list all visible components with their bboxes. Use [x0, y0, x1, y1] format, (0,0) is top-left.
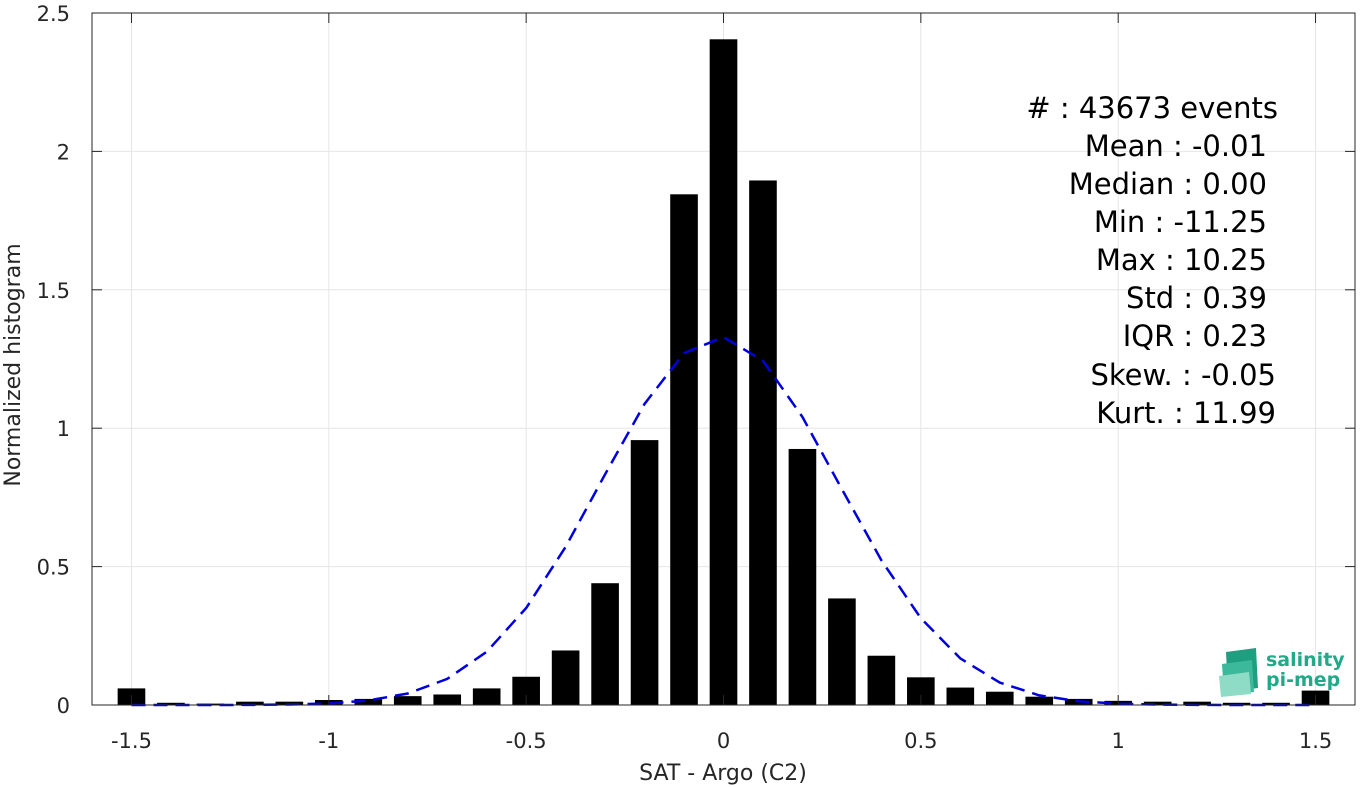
x-tick-label: 1	[1112, 729, 1125, 753]
bars	[117, 39, 1330, 706]
histogram-bar	[354, 698, 383, 705]
x-tick-label: 1.5	[1299, 729, 1332, 753]
histogram-bar	[1143, 701, 1172, 705]
y-tick-label: 1.5	[37, 279, 70, 303]
stat-events: # : 43673 events	[1026, 91, 1278, 125]
histogram-bar	[236, 701, 264, 705]
histogram-bar	[985, 691, 1014, 705]
stat-std: Std : 0.39	[1126, 281, 1267, 315]
logo-text-salinity: salinity	[1266, 649, 1345, 671]
histogram-bar	[670, 194, 698, 705]
x-tick-label: -1.5	[111, 729, 152, 753]
histogram-bar	[788, 448, 817, 705]
stat-min: Min : -11.25	[1094, 205, 1267, 239]
histogram-bar	[1183, 701, 1211, 705]
histogram-bar	[591, 583, 619, 705]
stats-box: # : 43673 events Mean : -0.01 Median : 0…	[1026, 91, 1278, 430]
salinity-pimep-logo: salinity pi-mep	[1219, 648, 1345, 697]
histogram-bar	[867, 655, 896, 705]
y-axis-label: Normalized histogram	[1, 243, 26, 486]
histogram-bar	[749, 180, 777, 706]
histogram-bar	[946, 687, 975, 705]
histogram-bar	[709, 39, 738, 705]
stat-median: Median : 0.00	[1069, 167, 1267, 201]
x-tick-label: 0	[717, 729, 730, 753]
axis-ticks	[92, 12, 1355, 706]
histogram-bar	[1025, 696, 1054, 705]
logo-text-pimep: pi-mep	[1266, 669, 1340, 691]
stat-iqr: IQR : 0.23	[1123, 319, 1267, 353]
histogram-bar	[433, 694, 462, 705]
x-tick-label: -0.5	[506, 729, 547, 753]
stat-mean: Mean : -0.01	[1085, 129, 1267, 163]
stat-kurt: Kurt. : 11.99	[1096, 396, 1276, 430]
stat-skew: Skew. : -0.05	[1090, 358, 1276, 392]
x-axis-label: SAT - Argo (C2)	[639, 761, 807, 786]
wave-logo-icon	[1219, 648, 1258, 697]
histogram-bar	[393, 696, 422, 705]
y-tick-label: 1	[57, 417, 70, 441]
histogram-bar	[630, 440, 659, 705]
histogram-bar	[157, 702, 185, 705]
histogram-bar	[551, 650, 580, 705]
y-tick-label: 2.5	[37, 2, 70, 26]
histogram-bar	[828, 598, 856, 705]
y-tick-labels: 0 0.5 1 1.5 2 2.5	[37, 2, 70, 718]
x-tick-labels: -1.5 -1 -0.5 0 0.5 1 1.5	[111, 729, 1332, 753]
histogram-bar	[472, 688, 501, 705]
y-tick-label: 0	[57, 694, 70, 718]
y-tick-label: 0.5	[37, 556, 70, 580]
y-tick-label: 2	[57, 140, 70, 164]
x-tick-label: 0.5	[904, 729, 937, 753]
stat-max: Max : 10.25	[1096, 243, 1267, 277]
x-tick-label: -1	[318, 729, 339, 753]
